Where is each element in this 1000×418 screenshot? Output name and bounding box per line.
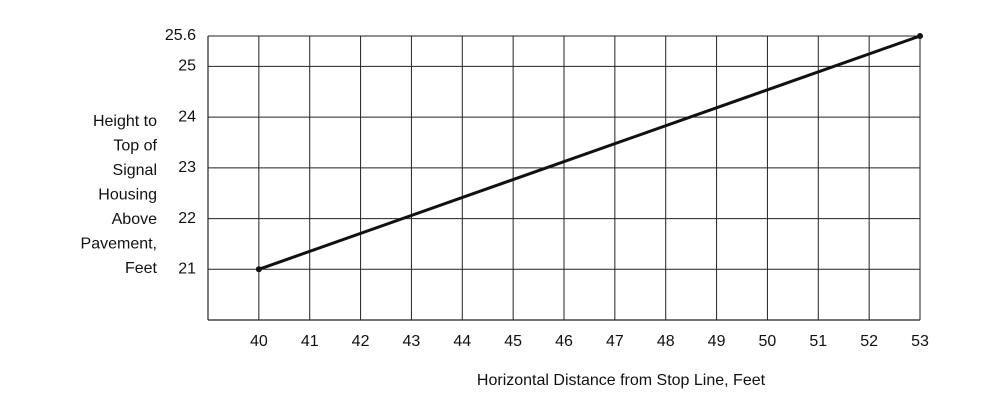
x-tick-label: 48 bbox=[657, 333, 675, 350]
x-tick-label: 49 bbox=[708, 333, 726, 350]
x-tick-label: 45 bbox=[504, 333, 522, 350]
data-line bbox=[258, 34, 921, 271]
x-tick-label: 43 bbox=[403, 333, 421, 350]
data-point bbox=[917, 33, 923, 39]
y-axis-label: Housing bbox=[98, 187, 157, 204]
x-tick-label: 41 bbox=[301, 333, 319, 350]
y-axis-label: Above bbox=[112, 211, 157, 228]
y-tick-label: 23 bbox=[178, 159, 196, 176]
x-tick-label: 53 bbox=[911, 333, 929, 350]
y-axis-label: Signal bbox=[113, 162, 157, 179]
y-tick-label: 25.6 bbox=[165, 27, 196, 44]
x-tick-label: 40 bbox=[250, 333, 268, 350]
y-axis-label: Top of bbox=[113, 138, 157, 155]
x-axis-label: Horizontal Distance from Stop Line, Feet bbox=[477, 372, 766, 389]
y-axis-label: Height to bbox=[93, 113, 157, 130]
y-axis-label: Pavement, bbox=[81, 236, 157, 253]
y-tick-label: 25 bbox=[178, 58, 196, 75]
x-tick-label: 47 bbox=[606, 333, 624, 350]
y-tick-label: 24 bbox=[178, 108, 196, 125]
x-tick-label: 44 bbox=[453, 333, 471, 350]
x-tick-label: 46 bbox=[555, 333, 573, 350]
data-point bbox=[255, 266, 262, 273]
x-tick-label: 50 bbox=[759, 333, 777, 350]
y-tick-label: 22 bbox=[178, 210, 196, 227]
x-tick-label: 52 bbox=[860, 333, 878, 350]
x-tick-label: 42 bbox=[352, 333, 370, 350]
y-axis-label: Feet bbox=[125, 260, 158, 277]
y-tick-label: 21 bbox=[178, 261, 196, 278]
x-tick-label: 51 bbox=[809, 333, 827, 350]
